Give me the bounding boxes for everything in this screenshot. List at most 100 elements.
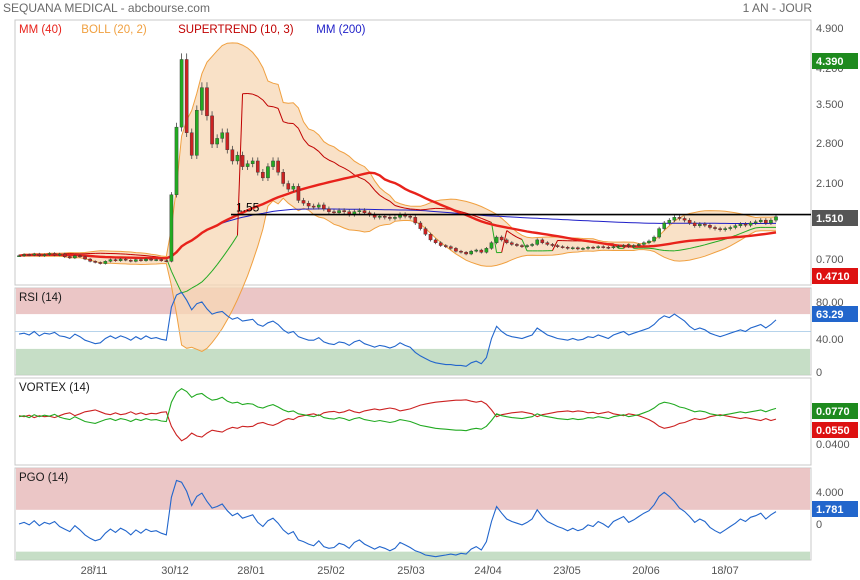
candle-body: [342, 210, 346, 212]
candle-body: [261, 172, 265, 179]
supertrend-segment: [348, 170, 355, 176]
supertrend-segment: [247, 93, 253, 95]
supertrend-segment: [201, 276, 208, 283]
supertrend-segment: [328, 159, 335, 163]
pgo-title: PGO (14): [19, 472, 68, 484]
candle-body: [250, 160, 255, 164]
period-label: 1 AN - JOUR: [742, 1, 812, 15]
vortex-minus-line: [18, 399, 777, 442]
candle-body: [525, 245, 529, 247]
candle-body: [88, 258, 92, 262]
candle-body: [774, 216, 778, 221]
pgo-line: [18, 479, 777, 558]
x-tick-label: 25/02: [317, 565, 345, 577]
candle-body: [515, 244, 519, 246]
y-tick-label: 0: [816, 367, 822, 379]
candle-body: [530, 244, 534, 246]
candle-body: [769, 219, 773, 224]
candle-body: [52, 253, 57, 256]
value-badge-text: 0.0770: [816, 406, 850, 418]
supertrend-segment: [206, 270, 213, 278]
supertrend-segment: [709, 241, 716, 244]
candle-body: [733, 225, 738, 228]
rsi-line: [18, 291, 777, 367]
value-badge-bg: [812, 501, 858, 517]
candle-body: [499, 236, 504, 241]
supertrend-segment: [750, 227, 756, 231]
legend-item: MM (200): [316, 24, 365, 36]
value-badge-bg: [812, 403, 858, 419]
x-tick-label: 30/12: [161, 565, 189, 577]
candle-body: [743, 223, 748, 226]
y-tick-label: 4.000: [816, 487, 844, 499]
candle-body: [438, 242, 443, 246]
candle-body: [565, 247, 570, 249]
rsi-title: RSI (14): [19, 292, 62, 304]
supertrend-segment: [267, 105, 274, 108]
candle-body: [362, 210, 367, 214]
supertrend-segment: [369, 183, 376, 191]
candle-body: [692, 222, 697, 226]
value-badge-bg: [812, 422, 858, 438]
candle-body: [286, 183, 291, 190]
candle-body: [73, 255, 77, 259]
candle-body: [758, 219, 763, 223]
candle-body: [560, 246, 565, 248]
vortex-title: VORTEX (14): [19, 382, 90, 394]
supertrend-segment: [257, 95, 264, 101]
candle-body: [601, 246, 606, 248]
vortex-plus-line: [18, 387, 777, 432]
candle-body: [616, 245, 621, 248]
value-badge-bg: [812, 268, 858, 284]
candle-body: [581, 248, 585, 250]
candle-body: [748, 222, 753, 226]
candle-body: [393, 217, 397, 219]
candle-body: [225, 132, 230, 150]
candle-body: [433, 239, 438, 243]
candle-body: [388, 217, 392, 219]
supertrend-segment: [176, 281, 183, 294]
candle-body: [464, 252, 468, 255]
candle-body: [611, 246, 616, 248]
candle-body: [570, 247, 575, 249]
value-badge-bg: [812, 210, 858, 226]
value-badge-text: 1.510: [816, 213, 844, 225]
candle-body: [667, 219, 672, 224]
supertrend-segment: [735, 233, 741, 236]
candle-body: [271, 160, 275, 167]
x-tick-label: 20/06: [632, 565, 660, 577]
candle-body: [576, 247, 580, 250]
supertrend-segment: [211, 264, 218, 272]
candle-body: [540, 239, 545, 243]
candle-body: [245, 163, 250, 167]
supertrend-segment: [506, 230, 513, 235]
candle-body: [591, 247, 595, 249]
candle-body: [37, 253, 42, 256]
candle-body: [723, 228, 727, 230]
candle-body: [484, 248, 489, 253]
supertrend-segment: [262, 99, 269, 107]
supertrend-segment: [191, 284, 198, 289]
candle-body: [215, 138, 219, 145]
chart-title: SEQUANA MEDICAL - abcbourse.com: [3, 1, 210, 15]
candle-body: [301, 200, 306, 204]
candle-body: [103, 261, 108, 264]
supertrend-segment: [384, 198, 391, 202]
candle-body: [57, 253, 62, 256]
supertrend-segment: [689, 246, 695, 249]
candle-body: [123, 258, 128, 261]
supertrend-segment: [318, 151, 325, 158]
candle-body: [144, 258, 148, 261]
legend: MM (40) BOLL (20, 2) SUPERTREND (10, 3) MM …: [19, 24, 366, 36]
candle-body: [713, 227, 717, 229]
candle-body: [22, 254, 26, 256]
value-badge-text: 4.390: [816, 56, 844, 68]
supertrend-segment: [699, 244, 705, 247]
candle-body: [459, 250, 463, 253]
candle-body: [474, 249, 479, 252]
supertrend-segment: [460, 211, 467, 214]
candle-body: [703, 223, 707, 226]
value-badge: 0.0770: [812, 403, 858, 419]
supertrend-segment: [694, 245, 700, 248]
candle-body: [128, 259, 133, 262]
